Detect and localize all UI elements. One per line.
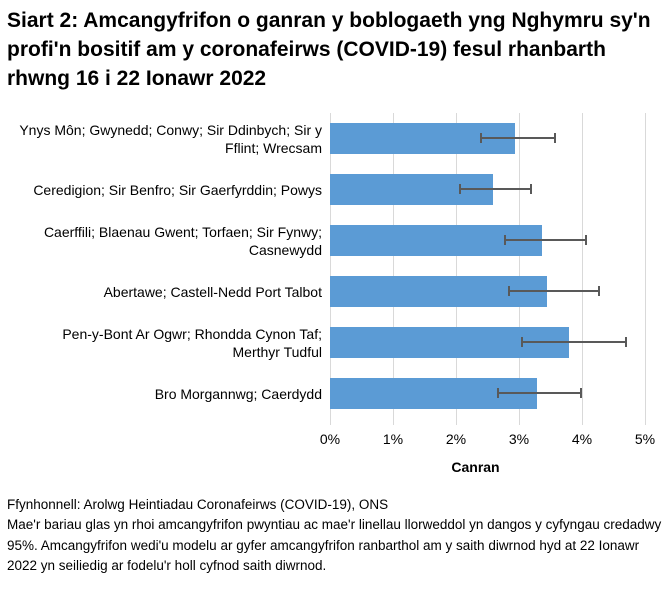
category-label: Caerffili; Blaenau Gwent; Torfaen; Sir F…: [43, 223, 322, 258]
error-bar-cap-right: [598, 286, 600, 296]
error-bar-cap-left: [503, 235, 506, 245]
error-bar-cap-right: [585, 235, 588, 245]
chart-title: Siart 2: Amcangyfrifon o ganran y boblog…: [7, 9, 651, 90]
x-axis-label: Canran: [451, 459, 500, 475]
error-bar: [459, 188, 531, 190]
error-bar-cap-right: [625, 337, 628, 347]
gridline: [393, 113, 394, 425]
x-axis-tick: 0%: [319, 431, 341, 447]
gridline: [330, 113, 331, 425]
chart-row: Pen-y-Bont Ar Ogwr; Rhondda Cynon Taf; M…: [0, 317, 671, 368]
chart-row: Bro Morgannwg; Caerdydd: [0, 368, 671, 419]
error-bar-cap-left: [521, 337, 524, 347]
error-bar-cap-left: [507, 286, 510, 296]
footer-source: Ffynhonnell: Arolwg Heintiadau Coronafei…: [7, 497, 389, 512]
gridline: [519, 113, 520, 425]
footer: Ffynhonnell: Arolwg Heintiadau Coronafei…: [7, 495, 665, 577]
error-bar: [504, 239, 587, 241]
x-axis-tick: 5%: [634, 431, 656, 447]
error-bar-cap-right: [553, 133, 556, 143]
category-label: Ynys Môn; Gwynedd; Conwy; Sir Ddinbych; …: [19, 121, 322, 156]
chart-row: Ceredigion; Sir Benfro; Sir Gaerfyrddin;…: [0, 164, 671, 215]
error-bar-cap-right: [580, 388, 583, 398]
error-bar: [508, 290, 599, 292]
error-bar-cap-left: [497, 388, 500, 398]
chart-row: Abertawe; Castell-Nedd Port Talbot: [0, 266, 671, 317]
x-axis-tick: 1%: [382, 431, 404, 447]
footer-note: Mae'r bariau glas yn rhoi amcangyfrifon …: [7, 517, 662, 574]
x-axis-tick: 4%: [571, 431, 593, 447]
x-axis-tick: 2%: [445, 431, 467, 447]
error-bar: [522, 341, 627, 343]
error-bar-cap-right: [529, 184, 532, 194]
chart-row: Caerffili; Blaenau Gwent; Torfaen; Sir F…: [0, 215, 671, 266]
gridline: [456, 113, 457, 425]
error-bar: [481, 137, 555, 139]
category-label: Abertawe; Castell-Nedd Port Talbot: [103, 283, 322, 300]
x-axis-tick: 3%: [508, 431, 530, 447]
gridline: [645, 113, 646, 425]
chart-row: Ynys Môn; Gwynedd; Conwy; Sir Ddinbych; …: [0, 113, 671, 164]
category-label: Pen-y-Bont Ar Ogwr; Rhondda Cynon Taf; M…: [62, 325, 322, 360]
gridline: [582, 113, 583, 425]
error-bar-cap-left: [480, 133, 483, 143]
error-bar-cap-left: [458, 184, 461, 194]
category-label: Bro Morgannwg; Caerdydd: [154, 385, 322, 402]
category-label: Ceredigion; Sir Benfro; Sir Gaerfyrddin;…: [33, 181, 322, 198]
error-bar: [498, 392, 582, 394]
